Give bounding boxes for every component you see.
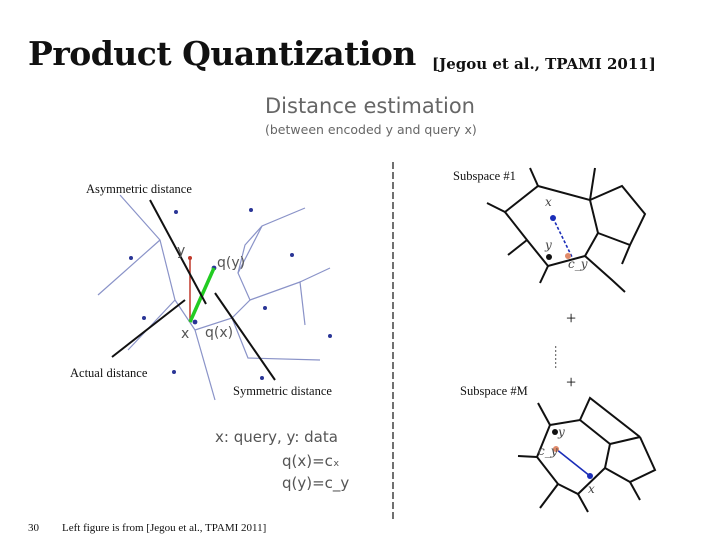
cell-edge — [579, 396, 641, 438]
centroid-point — [174, 210, 178, 214]
cell-edge — [507, 239, 528, 256]
subspace-m-distance — [555, 448, 591, 477]
voronoi-edge — [299, 267, 331, 283]
asymmetric-pointer — [149, 199, 207, 305]
cell-edge — [597, 232, 631, 246]
subspace-m-query-point — [587, 473, 593, 479]
voronoi-edge — [231, 317, 321, 361]
subspace-1-centroid — [565, 253, 571, 259]
subspace-m-y-label: y — [558, 425, 565, 439]
centroid-points — [129, 208, 332, 380]
plus-top: + — [566, 308, 577, 328]
point-label-qx: q(x) — [205, 325, 234, 341]
centroid-point — [249, 208, 253, 212]
voronoi-edge — [97, 239, 161, 296]
subspace-1-cell — [503, 184, 600, 268]
subspace-1-diagram — [486, 167, 647, 293]
centroid-point — [172, 370, 176, 374]
data-point-y — [188, 256, 192, 260]
section-subtitle: (between encoded y and query x) — [265, 122, 477, 137]
actual-distance-label: Actual distance — [70, 366, 148, 380]
section-title: Distance estimation — [265, 94, 475, 118]
centroid-point — [263, 306, 267, 310]
slide-title: Product Quantization — [28, 34, 416, 73]
page-number: 30 — [28, 522, 39, 534]
subspace-1-cy-label: c_y — [568, 257, 588, 271]
subspace-1-label: Subspace #1 — [453, 169, 516, 183]
voronoi-edge — [119, 194, 306, 331]
cell-edge — [537, 402, 551, 426]
subspace-1-x-label: x — [545, 195, 552, 209]
centroid-point — [290, 253, 294, 257]
centroid-point — [260, 376, 264, 380]
cell-edge — [529, 167, 539, 187]
cell-edge — [604, 436, 657, 484]
citation: [Jegou et al., TPAMI 2011] — [432, 55, 656, 73]
subspace-m-data-point — [552, 429, 558, 435]
point-label-qy: q(y) — [217, 255, 246, 271]
symmetric-distance-label: Symmetric distance — [233, 384, 332, 398]
subspace-1-query-point — [550, 215, 556, 221]
centroid-point — [328, 334, 332, 338]
ellipsis-vertical: …… — [552, 345, 566, 369]
voronoi-edge — [194, 329, 216, 401]
cell-edge — [539, 265, 549, 284]
cell-edge — [629, 481, 641, 501]
centroid-point — [129, 256, 133, 260]
point-label-y: y — [177, 243, 186, 259]
asymmetric-distance-label: Asymmetric distance — [86, 182, 192, 196]
subspace-1-y-label: y — [545, 238, 552, 252]
legend-qx: q(x)=cₓ — [282, 452, 340, 470]
subspace-m-diagram — [517, 396, 657, 513]
centroid-point — [192, 319, 198, 325]
cell-edge — [486, 202, 506, 213]
legend-definition: x: query, y: data — [215, 428, 338, 446]
actual-pointer — [111, 299, 186, 358]
subspace-m-cell — [535, 418, 612, 496]
subspace-m-centroid — [553, 446, 559, 452]
point-label-x: x — [181, 326, 190, 342]
cell-edge — [584, 255, 626, 293]
subspace-m-cy-label: c_y — [538, 444, 558, 458]
subspace-m-label: Subspace #M — [460, 384, 528, 398]
legend-qy: q(y)=c_y — [282, 474, 350, 492]
cell-edge — [517, 455, 538, 458]
subspace-1-data-point — [546, 254, 552, 260]
cell-edge — [589, 167, 596, 201]
subspace-1-distance — [552, 217, 573, 258]
voronoi-edge — [237, 225, 263, 274]
cell-edge — [589, 184, 647, 265]
voronoi-diagram — [97, 194, 331, 401]
subspace-m-x-label: x — [588, 482, 595, 496]
figure-source-note: Left figure is from [Jegou et al., TPAMI… — [62, 522, 267, 534]
cell-edge — [539, 483, 559, 509]
voronoi-edge — [249, 281, 306, 326]
cell-edge — [577, 493, 589, 513]
plus-bottom: + — [566, 372, 577, 392]
symmetric-pointer — [214, 292, 276, 381]
cell-edge — [609, 436, 641, 445]
centroid-point — [142, 316, 146, 320]
